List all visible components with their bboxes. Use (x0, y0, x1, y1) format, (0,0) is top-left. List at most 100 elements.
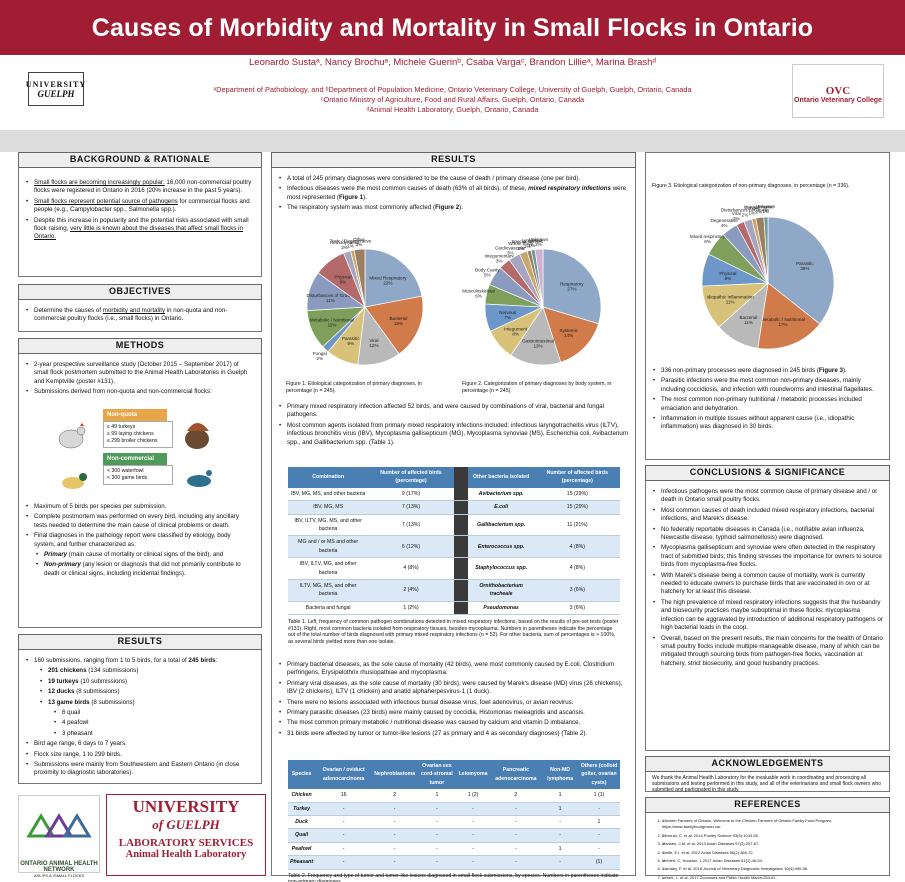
body-text: ). (842, 367, 847, 374)
table-row: Peafowl - - - - -1- (288, 842, 620, 857)
table-divider (453, 500, 468, 515)
table-cell: - (315, 828, 373, 843)
reference-item: Madsen, J.M. et al. 2013 Avian Diseases … (662, 841, 884, 848)
emphasis-text: 12 ducks (48, 688, 75, 696)
ovc-logo: OVC Ontario Veterinary College (792, 64, 884, 118)
pie-label: Whole Body 2% (508, 241, 533, 251)
pie-slice (757, 282, 821, 350)
table-cell: (1) (578, 855, 620, 870)
list-item: Infectious pathogens were the most commo… (652, 488, 884, 505)
ack-text: We thank the Animal Health Laboratory fo… (652, 775, 881, 793)
results-mid-heading: RESULTS (271, 152, 636, 168)
pie-slice (353, 248, 366, 308)
list-item: Bird age range, 6 days to 7 years. (25, 740, 253, 749)
emphasis-text: Non-primary (44, 561, 81, 569)
list-item: 4 peafowl (53, 719, 253, 728)
authors: Leonardo Sustaᵃ, Nancy Brochuᵃ, Michele … (249, 57, 656, 68)
table-cell: - (417, 842, 457, 857)
pie-label: Unknown 1% (756, 204, 776, 214)
body-text: (any lesion or diagnosis that did not pr… (44, 561, 241, 577)
table-row: IBV, MG, MS, and other bacteria 9 (17%) Av… (288, 487, 620, 502)
emphasis-text: Small flocks are becoming increasingly p… (34, 179, 165, 186)
pie-slice (364, 248, 423, 308)
pie-label: Degenerative 4% (710, 218, 738, 228)
list-item: 13 game birds (8 submissions) (39, 698, 253, 708)
list-item: Despite this increase in popularity and … (25, 217, 253, 242)
emphasis-text: 13 game birds (48, 698, 90, 706)
list-item: 160 submissions, ranging from 1 to 5 bir… (25, 657, 253, 666)
table-header-cell: Ovarian sex cord-stromal tumor (417, 760, 457, 790)
pie-label: Viral 12% (369, 338, 378, 348)
table-cell: 4 (8%) (534, 535, 620, 559)
list-item: 31 birds were affected by tumor or tumor… (278, 730, 628, 739)
peafowl-icon (187, 470, 212, 487)
table-header-cell: Ovarian / oviduct adenocarcinoma (315, 760, 373, 790)
figure-2-caption: Figure 2. Categorization of primary diag… (462, 381, 612, 394)
pie-slice (510, 306, 562, 366)
table-2-caption: Table 2. Frequency and type of tumor and… (288, 872, 619, 882)
list-item: 336 non-primary processes were diagnosed… (652, 367, 884, 376)
table-cell: Avibacterium spp. (467, 487, 535, 502)
list-item: The high prevalence of mixed respiratory… (652, 599, 884, 633)
list-item: 2-year prospective surveillance study (O… (25, 361, 253, 386)
non-quota-turkeys: ≤ 49 turkeys (107, 424, 136, 430)
table-cell: - (315, 842, 373, 857)
table-cell: 4 (8%) (534, 557, 620, 581)
background-heading: BACKGROUND & RATIONALE (18, 152, 262, 168)
oahn-logo: ONTARIO ANIMAL HEALTH NETWORK AHL/PS.A./… (18, 795, 100, 878)
table-cell: - (456, 828, 490, 843)
list-item: Maximum of 5 birds per species per submi… (25, 503, 253, 512)
university-of-guelph-logo: UNIVERSITY GUELPH (26, 72, 85, 106)
list-item: Submissions derived from non-quota and n… (25, 388, 253, 397)
pie-slice (542, 248, 602, 325)
objectives-section: OBJECTIVES Determine the causes of morbi… (18, 284, 262, 332)
table-cell: 4 (8%) (368, 557, 454, 581)
list-item: Submissions were mainly from Southwester… (25, 761, 253, 778)
table-cell: Chicken (288, 789, 316, 803)
pie-label: Body Cavity 5% (475, 267, 500, 277)
table-cell: 2 (372, 789, 418, 803)
poster-number: AHL/PS.A./SMALL FLOCKS (33, 873, 85, 878)
header: Causes of Morbidity and Mortality in Sma… (0, 0, 905, 130)
table-divider (453, 535, 468, 559)
figure-ref: Figure 1 (338, 193, 364, 201)
table-cell: Staphylococcus spp. (467, 557, 535, 581)
reference-item: Carnaby, F. et al. 2018 Journal of Veter… (662, 866, 884, 873)
list-item: A total of 245 primary diagnoses were co… (278, 175, 628, 184)
table-cell: - (372, 802, 418, 817)
reference-item: Smith, E.I. et al. 2012 Avian Diseases 5… (662, 850, 884, 857)
table-cell: 15 (29%) (534, 487, 620, 502)
table-header-cell: Combination (288, 467, 369, 488)
table-cell: - (372, 842, 418, 857)
table-cell: MG and / or MS and other bacteria (288, 535, 369, 559)
list-item: Flock size range, 1 to 299 birds. (25, 751, 253, 760)
table-cell: - (489, 802, 543, 817)
results-mid-list-3: Primary bacterial diseases, as the sole … (278, 661, 628, 740)
figure-ref: Figure 3 (818, 367, 843, 374)
table-row: MG and / or MS and other bacteria 6 (12%)… (288, 535, 620, 559)
oahn-emblem (26, 813, 92, 838)
ovc-logo-subtext: Ontario Veterinary College (794, 97, 882, 104)
table-1-grid: Combination Number of affected birds (pe… (288, 467, 620, 616)
list-item: Mycoplasma gallisepticum and synoviae we… (652, 544, 884, 569)
emphasis-text: Small flocks represent potential source … (34, 197, 178, 205)
emphasis-text: 19 turkeys (48, 677, 79, 685)
list-item: Primary mixed respiratory infection affe… (278, 403, 628, 420)
objectives-heading: OBJECTIVES (18, 284, 262, 300)
emphasis-text: Primary (44, 551, 68, 559)
list-item: Infectious diseases were the most common… (278, 185, 628, 202)
pie-label: Parasitic 36% (796, 261, 814, 271)
body-text: were most represented ( (287, 185, 627, 201)
figure-1-caption: Figure 1. Etiological categorization of … (286, 381, 422, 394)
pie-slice (534, 248, 544, 308)
list-item: Small flocks are becoming increasingly p… (25, 179, 253, 196)
table-row: ILTV, MG, MS, and other bacteria 2 (4%) Or… (288, 579, 620, 602)
table-cell: - (456, 855, 490, 870)
conclusions-list: Infectious pathogens were the most commo… (652, 488, 884, 670)
list-item: There were no lesions associated with in… (278, 699, 628, 708)
objectives-list: Determine the causes of morbidity and mo… (25, 307, 253, 326)
ahl-logo-guelph: of GUELPH (152, 817, 220, 832)
table-cell: ILTV, MG, MS, and other bacteria (288, 579, 369, 602)
table-header-cell: Species (288, 760, 316, 790)
list-item: Primary (main cause of mortality or clin… (35, 551, 253, 560)
